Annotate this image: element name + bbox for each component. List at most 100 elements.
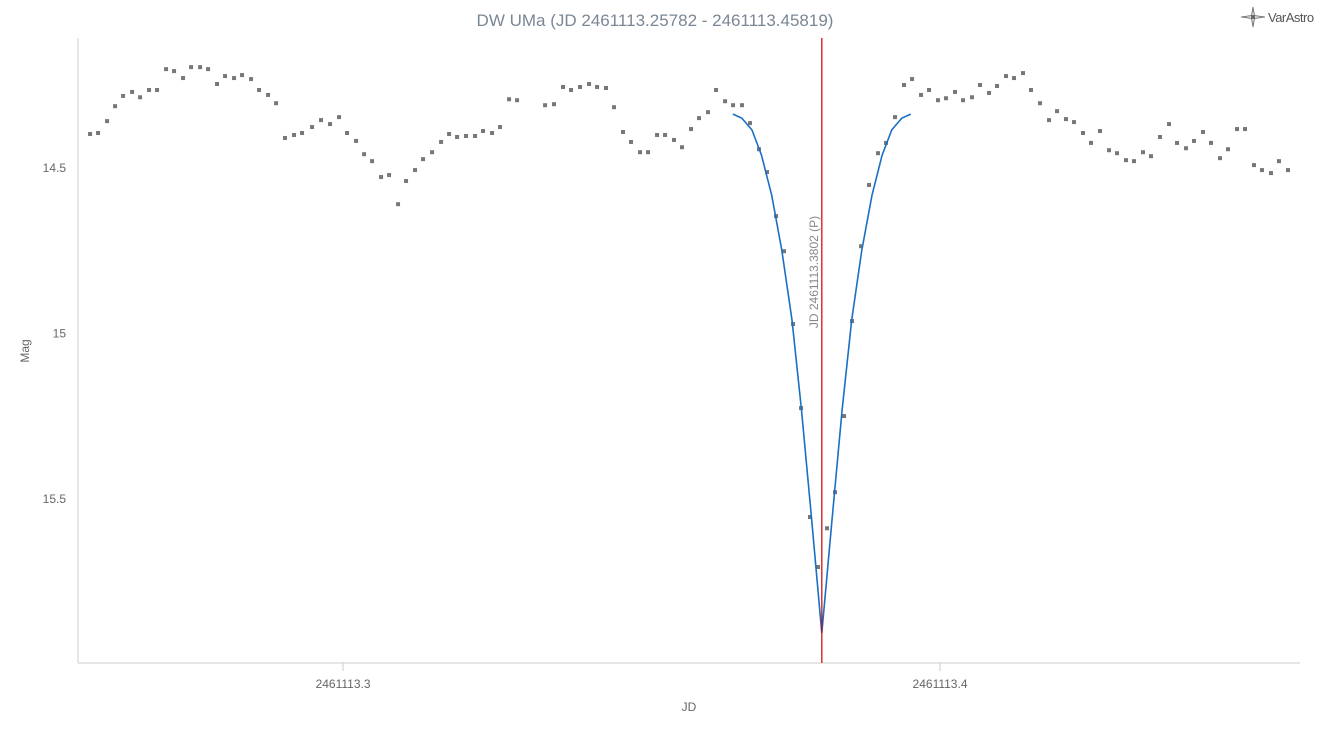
- data-point: [328, 122, 333, 127]
- data-point: [232, 76, 237, 81]
- data-point: [782, 249, 787, 254]
- data-point: [748, 121, 753, 126]
- data-point: [1251, 163, 1256, 168]
- data-point: [740, 103, 745, 108]
- data-point: [961, 98, 966, 103]
- data-point: [1131, 159, 1136, 164]
- data-point: [396, 202, 401, 207]
- data-point: [995, 84, 1000, 89]
- data-point: [587, 82, 592, 87]
- data-point: [1191, 138, 1196, 143]
- data-point: [867, 182, 872, 187]
- data-point: [1208, 140, 1213, 145]
- data-point: [604, 85, 609, 90]
- data-point: [1268, 171, 1273, 176]
- data-point: [215, 82, 220, 87]
- data-point: [1047, 118, 1052, 123]
- data-point: [612, 105, 617, 110]
- data-point: [1038, 101, 1043, 106]
- data-point: [362, 152, 367, 157]
- data-point: [765, 170, 770, 175]
- data-point: [876, 151, 881, 156]
- data-point: [164, 67, 169, 72]
- data-point: [978, 83, 983, 88]
- varastro-logo[interactable]: VarAstro: [1240, 6, 1314, 28]
- data-point: [379, 175, 384, 180]
- data-point: [266, 92, 271, 97]
- data-point: [206, 67, 211, 72]
- data-point: [816, 564, 821, 569]
- data-point: [387, 173, 392, 178]
- data-point: [943, 96, 948, 101]
- data-point: [1226, 147, 1231, 152]
- data-point: [655, 132, 660, 137]
- data-point: [1021, 71, 1026, 76]
- data-point: [646, 150, 651, 155]
- data-point: [447, 132, 452, 137]
- data-point: [130, 89, 135, 94]
- data-point: [552, 102, 557, 107]
- data-point: [189, 65, 194, 70]
- data-point: [113, 104, 118, 109]
- data-point: [147, 87, 152, 92]
- data-point: [1071, 120, 1076, 125]
- data-point: [987, 90, 992, 95]
- x-axis-label: JD: [682, 700, 697, 714]
- data-point: [481, 129, 486, 134]
- data-point: [569, 87, 574, 92]
- data-point: [1148, 154, 1153, 159]
- x-tick-label: 2461113.3: [316, 677, 371, 691]
- data-point: [1098, 129, 1103, 134]
- data-point: [473, 133, 478, 138]
- data-point: [421, 157, 426, 162]
- y-tick-label: 15: [53, 327, 67, 341]
- data-point: [970, 95, 975, 100]
- data-point: [138, 95, 143, 100]
- data-point: [621, 130, 626, 135]
- data-point: [1243, 127, 1248, 132]
- data-point: [274, 101, 279, 106]
- data-point: [249, 77, 254, 82]
- data-point: [181, 76, 186, 81]
- data-point: [507, 97, 512, 102]
- data-point: [404, 179, 409, 184]
- compass-star-icon: [1240, 6, 1266, 28]
- data-point: [595, 84, 600, 89]
- data-point: [1003, 74, 1008, 79]
- data-point: [842, 414, 847, 419]
- data-point: [354, 138, 359, 143]
- data-point: [96, 131, 101, 136]
- data-point: [1115, 151, 1120, 156]
- data-point: [1235, 127, 1240, 132]
- data-point: [629, 139, 634, 144]
- data-point: [859, 244, 864, 249]
- data-point: [1259, 168, 1264, 173]
- data-point: [672, 137, 677, 142]
- data-point: [697, 116, 702, 121]
- data-point: [283, 135, 288, 140]
- data-point: [680, 145, 685, 150]
- data-point: [561, 84, 566, 89]
- data-point: [902, 83, 907, 88]
- data-point: [198, 65, 203, 70]
- data-point: [515, 98, 520, 103]
- data-point: [663, 132, 668, 137]
- data-point: [310, 125, 315, 130]
- data-point: [455, 134, 460, 139]
- data-point: [257, 87, 262, 92]
- data-point: [638, 150, 643, 155]
- data-point: [1158, 134, 1163, 139]
- data-point: [1200, 130, 1205, 135]
- data-point: [413, 168, 418, 173]
- data-point: [223, 74, 228, 79]
- data-point: [1276, 159, 1281, 164]
- data-point: [927, 87, 932, 92]
- data-point: [1081, 131, 1086, 136]
- data-point: [893, 115, 898, 120]
- data-point: [1107, 148, 1112, 153]
- data-point: [430, 150, 435, 155]
- data-point: [825, 526, 830, 531]
- data-point: [88, 132, 93, 137]
- data-point: [935, 98, 940, 103]
- data-point: [498, 125, 503, 130]
